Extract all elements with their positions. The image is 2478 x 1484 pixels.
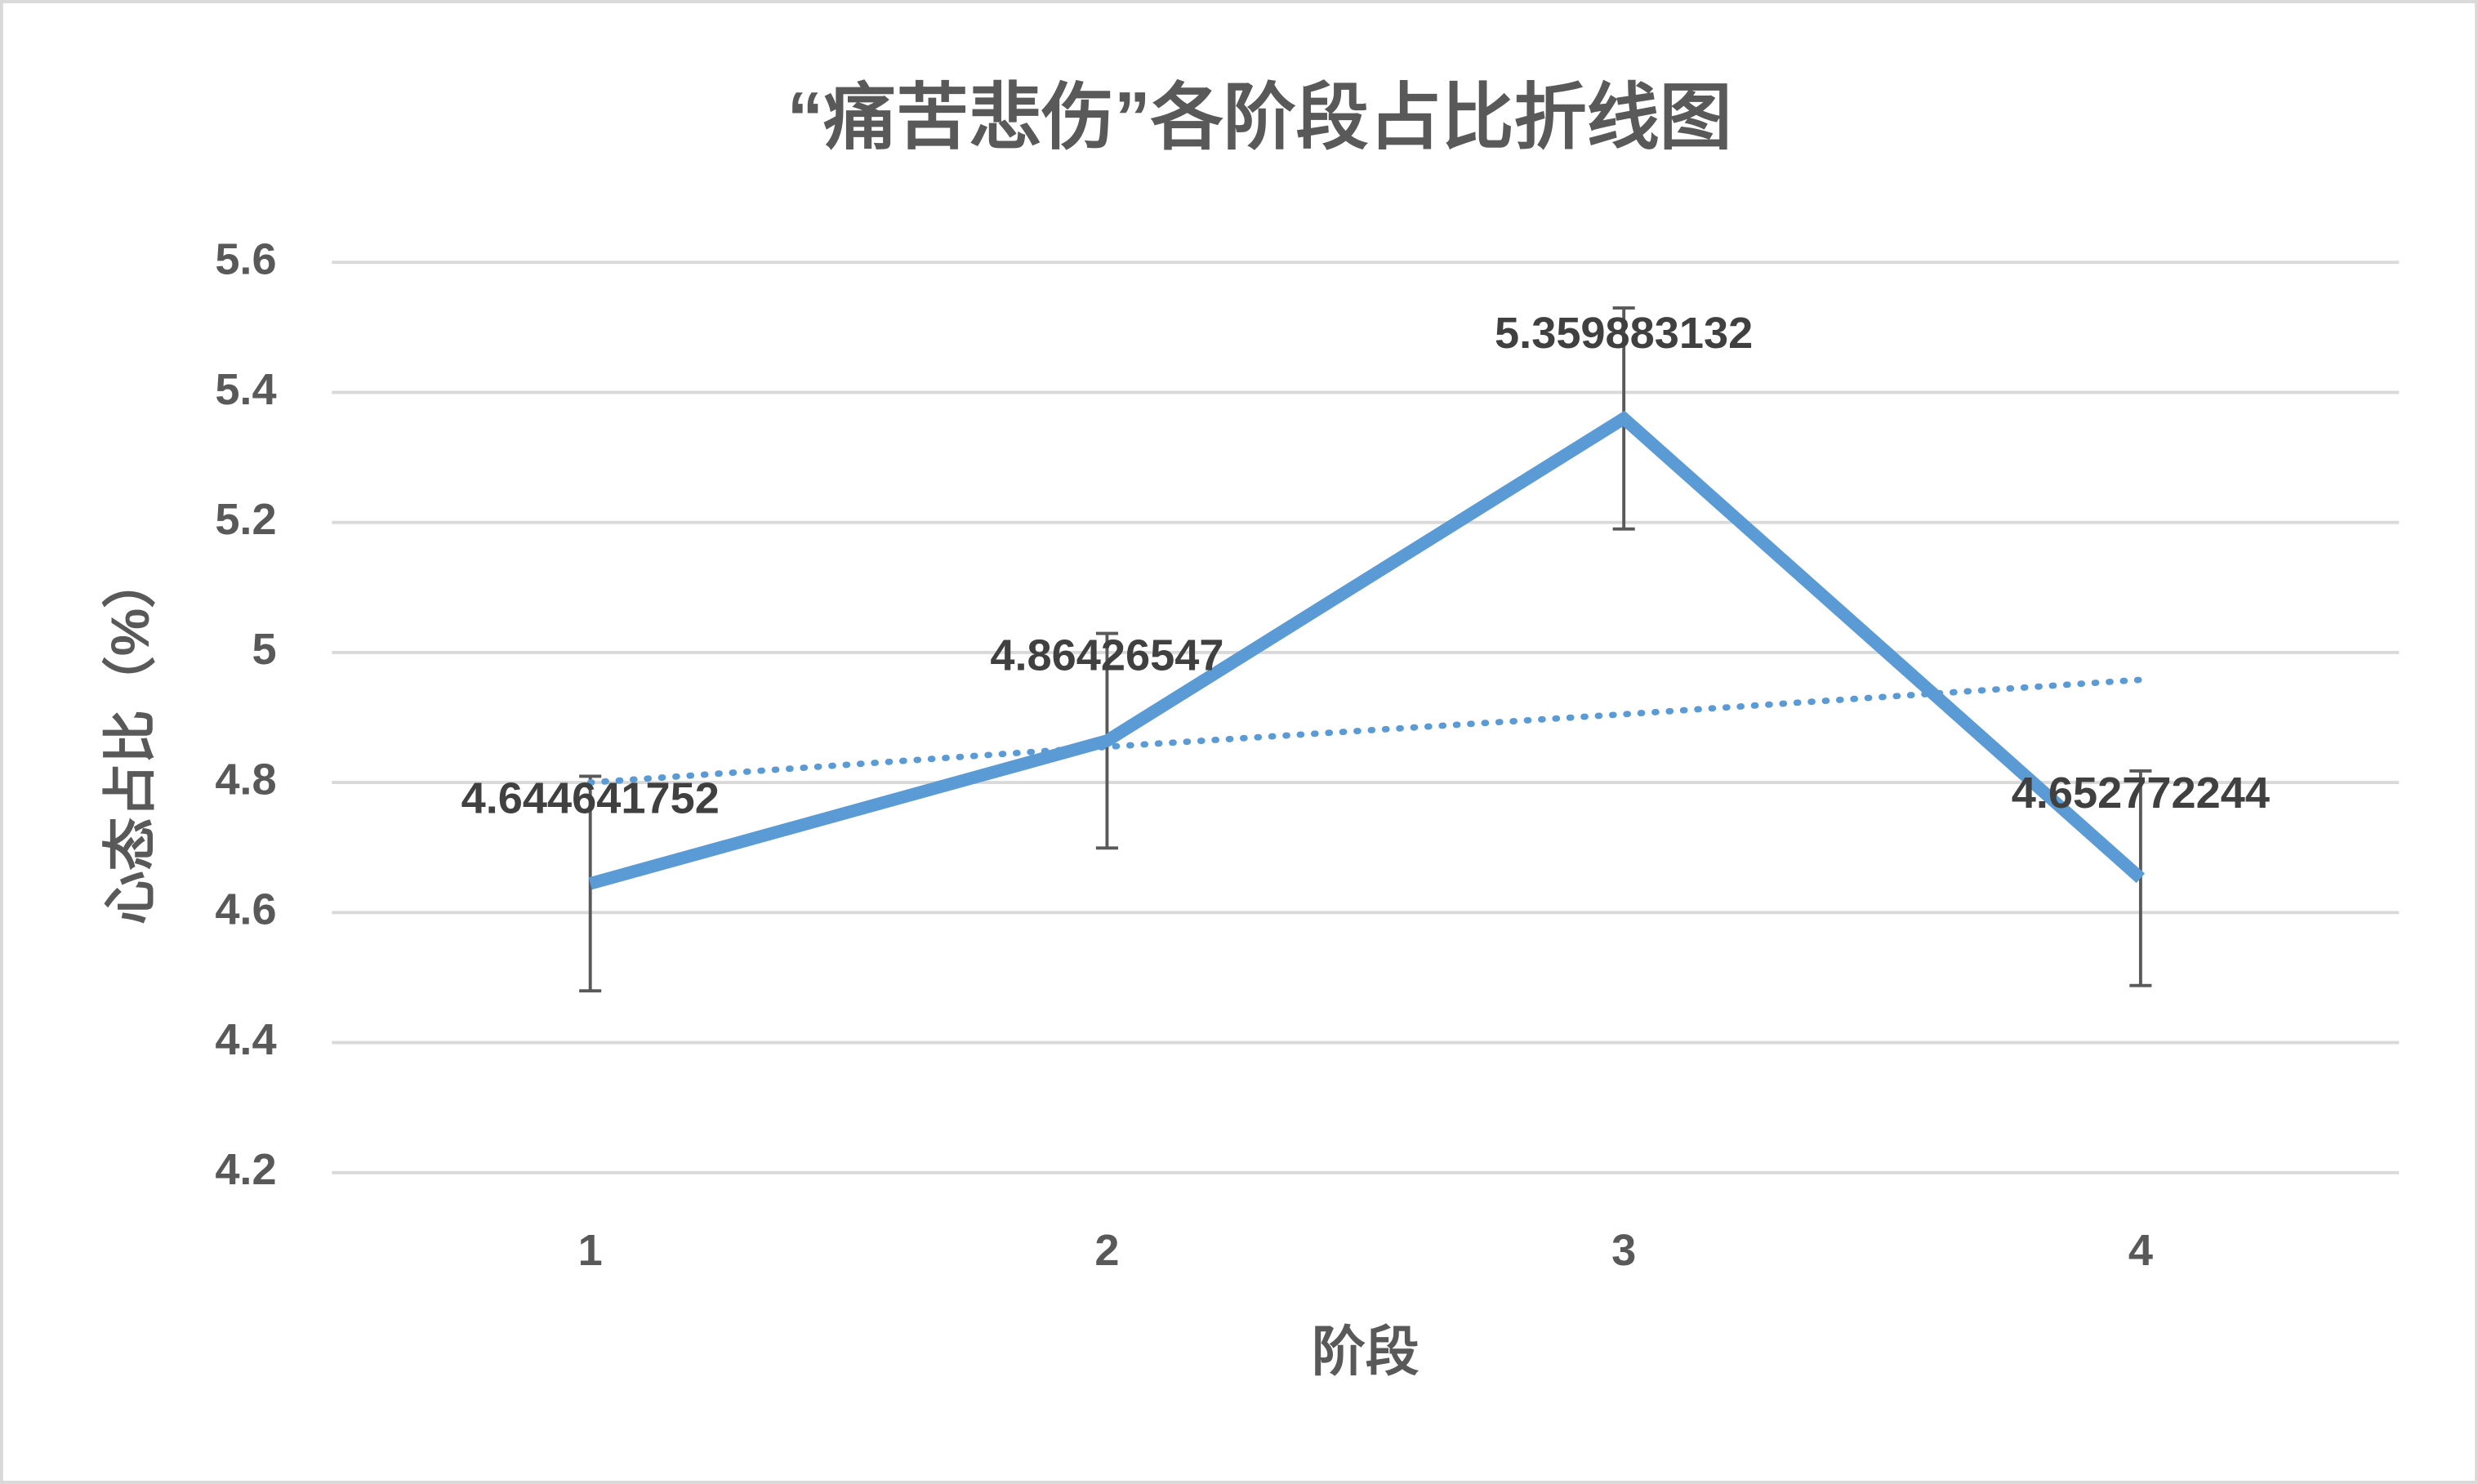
y-tick-label: 5.2	[215, 495, 276, 544]
x-tick-label: 1	[578, 1226, 603, 1275]
y-tick-label: 5	[252, 625, 276, 674]
x-tick-label: 2	[1094, 1226, 1119, 1275]
y-tick-label: 4.4	[215, 1015, 276, 1064]
y-tick-label: 5.6	[215, 235, 276, 284]
error-bar	[2129, 769, 2152, 987]
chart-title: “痛苦悲伤”各阶段占比折线图	[787, 76, 1732, 158]
y-tick-label: 4.2	[215, 1145, 276, 1194]
y-tick-label: 5.4	[215, 365, 276, 414]
trendline	[586, 676, 2144, 786]
y-axis-label: 心态占比（%）	[100, 555, 160, 925]
data-label: 4.86426547	[990, 631, 1223, 680]
x-tick-label: 4	[2128, 1226, 2153, 1275]
line-series	[588, 410, 2146, 890]
x-axis-label: 阶段	[1312, 1321, 1420, 1382]
x-tick-label: 3	[1611, 1226, 1636, 1275]
data-label: 4.652772244	[2012, 769, 2270, 818]
data-label: 4.644641752	[461, 773, 720, 822]
y-tick-label: 4.6	[215, 885, 276, 934]
y-tick-label: 4.8	[215, 755, 276, 804]
data-label: 5.359883132	[1495, 309, 1753, 358]
